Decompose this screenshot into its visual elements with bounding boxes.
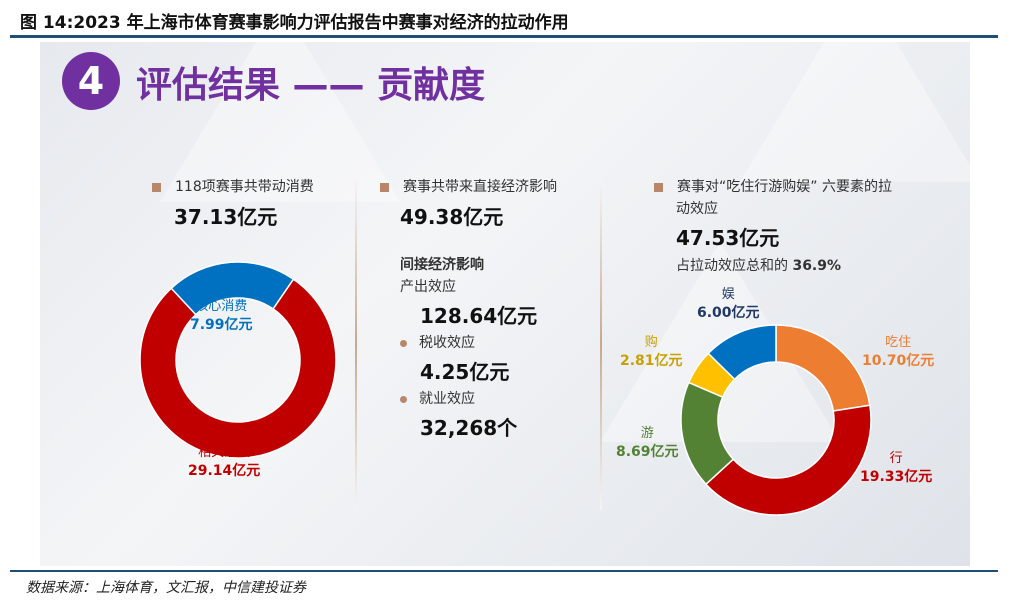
six-elements-label-text: 赛事对“吃住行游购娱” 六要素的拉 bbox=[677, 179, 892, 195]
title-rule bbox=[10, 35, 998, 38]
direct-impact-label-text: 赛事共带来直接经济影响 bbox=[403, 179, 557, 195]
core-consumption-category: 核心消费 bbox=[195, 299, 248, 314]
food-lodging-category: 吃住 bbox=[885, 335, 912, 350]
employment-effect-label: 就业效应 bbox=[400, 388, 475, 408]
tourism-category: 游 bbox=[640, 426, 654, 441]
six-elements-label-line2: 动效应 bbox=[676, 201, 718, 217]
share-label: 占拉动效应总和的 bbox=[676, 258, 788, 274]
consumption-value: 37.13亿元 bbox=[174, 205, 278, 229]
donut-slice-行 bbox=[704, 404, 872, 516]
related-consumption-value: 29.14亿元 bbox=[188, 463, 261, 479]
entertainment-category: 娱 bbox=[721, 287, 735, 302]
employment-effect-value: 32,268个 bbox=[420, 416, 518, 440]
footer-rule bbox=[10, 570, 998, 572]
dot-bullet-icon bbox=[400, 395, 407, 403]
tourism-label: 游 8.69亿元 bbox=[616, 425, 679, 461]
direct-impact-value: 49.38亿元 bbox=[400, 205, 504, 229]
related-consumption-category: 相关消费 bbox=[198, 445, 251, 460]
donut-slice-娱 bbox=[707, 324, 777, 381]
square-bullet-icon bbox=[654, 182, 663, 192]
square-bullet-icon bbox=[380, 182, 389, 192]
shopping-label: 购 2.81亿元 bbox=[620, 334, 683, 370]
figure-title: 图 14:2023 年上海市体育赛事影响力评估报告中赛事对经济的拉动作用 bbox=[20, 13, 569, 33]
donut-slice-相关消费 bbox=[139, 278, 337, 459]
square-bullet-icon bbox=[152, 182, 161, 192]
share-text: 占拉动效应总和的 36.9% bbox=[676, 255, 841, 275]
six-elements-label: 赛事对“吃住行游购娱” 六要素的拉 bbox=[654, 176, 892, 196]
source-note: 数据来源：上海体育，文汇报，中信建投证券 bbox=[26, 580, 306, 596]
core-consumption-value: 7.99亿元 bbox=[190, 317, 253, 333]
shopping-value: 2.81亿元 bbox=[620, 353, 683, 369]
consumption-label: 118项赛事共带动消费 bbox=[152, 176, 314, 196]
donut-slice-吃住 bbox=[775, 324, 871, 412]
output-effect-value: 128.64亿元 bbox=[420, 304, 538, 328]
share-value: 36.9% bbox=[792, 258, 842, 274]
entertainment-label: 娱 6.00亿元 bbox=[697, 286, 760, 322]
travel-category: 行 bbox=[889, 451, 903, 466]
output-effect-label: 产出效应 bbox=[400, 279, 456, 295]
section-number-badge: 4 bbox=[62, 52, 120, 110]
tax-effect-label-text: 税收效应 bbox=[419, 335, 475, 351]
tax-effect-label: 税收效应 bbox=[400, 332, 475, 352]
tax-effect-value: 4.25亿元 bbox=[420, 360, 510, 384]
direct-impact-label: 赛事共带来直接经济影响 bbox=[380, 176, 557, 196]
column-divider bbox=[355, 180, 357, 510]
dot-bullet-icon bbox=[400, 339, 407, 347]
related-consumption-label: 相关消费 29.14亿元 bbox=[188, 444, 260, 480]
section-heading: 评估结果 —— 贡献度 bbox=[136, 65, 486, 106]
shopping-category: 购 bbox=[644, 335, 658, 350]
six-elements-value: 47.53亿元 bbox=[676, 226, 780, 250]
travel-label: 行 19.33亿元 bbox=[860, 450, 932, 486]
food-lodging-value: 10.70亿元 bbox=[862, 353, 935, 369]
food-lodging-label: 吃住 10.70亿元 bbox=[862, 334, 934, 370]
indirect-impact-label: 间接经济影响 bbox=[400, 257, 484, 273]
tourism-value: 8.69亿元 bbox=[616, 444, 679, 460]
entertainment-value: 6.00亿元 bbox=[697, 305, 760, 321]
consumption-label-text: 118项赛事共带动消费 bbox=[175, 179, 314, 195]
employment-effect-label-text: 就业效应 bbox=[419, 391, 475, 407]
core-consumption-label: 核心消费 7.99亿元 bbox=[190, 298, 253, 334]
column-divider bbox=[600, 180, 602, 510]
travel-value: 19.33亿元 bbox=[860, 469, 933, 485]
